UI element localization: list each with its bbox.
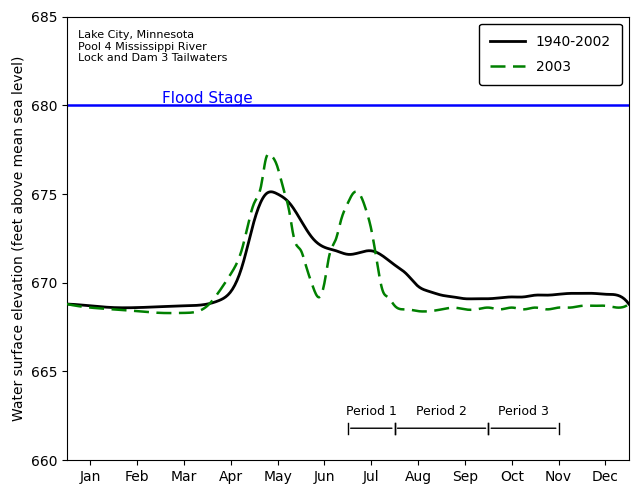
Text: Period 1: Period 1 [346,404,397,418]
Legend: 1940-2002, 2003: 1940-2002, 2003 [479,24,622,85]
Text: Period 3: Period 3 [498,404,549,418]
Y-axis label: Water surface elevation (feet above mean sea level): Water surface elevation (feet above mean… [11,56,25,421]
Text: Flood Stage: Flood Stage [162,91,253,105]
Text: Lake City, Minnesota
Pool 4 Mississippi River
Lock and Dam 3 Tailwaters: Lake City, Minnesota Pool 4 Mississippi … [78,30,227,63]
Text: Period 2: Period 2 [416,404,467,418]
